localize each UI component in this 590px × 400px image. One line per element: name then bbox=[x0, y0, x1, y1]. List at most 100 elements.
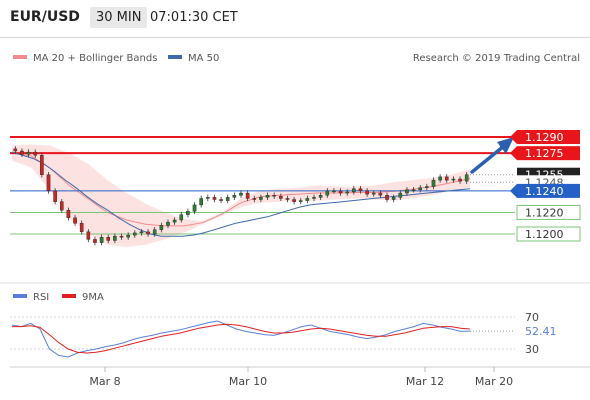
level-label-box bbox=[517, 183, 580, 198]
ma50-legend-label: MA 50 bbox=[188, 53, 219, 64]
timestamp: 07:01:30 CET bbox=[150, 10, 238, 25]
candle-body bbox=[119, 235, 124, 238]
x-tick-label: Mar 12 bbox=[406, 375, 444, 388]
candle-body bbox=[212, 197, 217, 200]
ma9-legend-label: 9MA bbox=[82, 292, 104, 303]
level-label-box bbox=[516, 204, 581, 220]
watermark: Research © 2019 Trading Central bbox=[413, 53, 580, 64]
arrow-head bbox=[497, 137, 514, 154]
candle-body bbox=[20, 150, 24, 155]
level-label-pointer bbox=[510, 146, 517, 161]
candle-body bbox=[298, 200, 303, 202]
candle-body bbox=[391, 197, 396, 200]
level-label-1.1240: 1.1240 bbox=[510, 183, 580, 198]
candle-body bbox=[13, 148, 18, 152]
rsi-tick-70: 70 bbox=[525, 311, 539, 324]
candle-body bbox=[425, 186, 429, 188]
candle-body bbox=[418, 187, 423, 191]
rsi-current-label: 52.41 bbox=[525, 325, 557, 338]
candle-body bbox=[438, 176, 442, 181]
level-label-text: 1.1220 bbox=[525, 206, 564, 219]
bollinger-band bbox=[11, 144, 471, 247]
candle-body bbox=[40, 155, 44, 175]
candle-body bbox=[139, 231, 144, 234]
header-divider bbox=[0, 37, 590, 38]
rsi-tick-30: 30 bbox=[525, 343, 539, 356]
candle-body bbox=[53, 190, 57, 202]
level-label-text: 1.1275 bbox=[525, 147, 564, 160]
level-label-box bbox=[517, 130, 580, 144]
candle-body bbox=[272, 194, 276, 197]
candle-body bbox=[245, 192, 250, 199]
level-label-1.1220: 1.1220 bbox=[516, 204, 581, 220]
candle-body bbox=[126, 234, 130, 238]
candle-body bbox=[378, 192, 383, 196]
candle-body bbox=[152, 229, 157, 235]
candle-body bbox=[86, 231, 91, 240]
chart-header: EUR/USD 30 MIN 07:01:30 CET bbox=[0, 0, 590, 36]
candle-body bbox=[332, 190, 336, 193]
rsi-legend-swatch bbox=[13, 294, 27, 298]
timeframe-button[interactable]: 30 MIN bbox=[90, 7, 148, 28]
rsi-legend-label: RSI bbox=[33, 292, 49, 303]
candle-body bbox=[166, 221, 170, 226]
candle-body bbox=[179, 214, 184, 221]
x-tick-label: Mar 20 bbox=[475, 375, 513, 388]
x-tick-label: Mar 8 bbox=[89, 375, 120, 388]
candle-body bbox=[279, 196, 283, 199]
forecast-arrow bbox=[470, 137, 514, 174]
bb-legend-label: MA 20 + Bollinger Bands bbox=[33, 53, 157, 64]
candle-body bbox=[451, 178, 456, 181]
candle-body bbox=[458, 178, 462, 182]
candle-body bbox=[385, 194, 389, 200]
candle-body bbox=[358, 188, 363, 192]
candle-body bbox=[93, 239, 97, 243]
level-label-pointer bbox=[510, 183, 517, 198]
candle-body bbox=[398, 192, 403, 198]
candle-body bbox=[186, 211, 190, 215]
level-label-text: 1.1240 bbox=[525, 185, 564, 198]
candle-body bbox=[225, 197, 230, 201]
ma9-legend-swatch bbox=[62, 294, 76, 298]
rsi-series-RSI bbox=[11, 320, 471, 358]
candle-body bbox=[33, 151, 38, 156]
candle-body bbox=[73, 217, 77, 224]
candle-body bbox=[405, 189, 409, 194]
candle-body bbox=[113, 235, 117, 241]
candles bbox=[13, 146, 469, 246]
candle-body bbox=[159, 225, 164, 230]
candle-body bbox=[66, 210, 71, 219]
level-label-box bbox=[517, 146, 580, 161]
candle-body bbox=[365, 190, 369, 195]
candle-body bbox=[259, 197, 263, 200]
candle-body bbox=[371, 192, 376, 195]
candle-body bbox=[26, 151, 31, 155]
candle-body bbox=[338, 190, 343, 194]
candle-body bbox=[199, 198, 203, 206]
candle-body bbox=[265, 194, 270, 198]
level-label-1.1200: 1.1200 bbox=[516, 226, 581, 242]
level-lines bbox=[10, 136, 515, 235]
x-tick-label: Mar 10 bbox=[229, 375, 267, 388]
x-axis-ticks: Mar 8 Mar 10 Mar 12 Mar 20 bbox=[89, 367, 513, 388]
level-label-1.1275: 1.1275 bbox=[510, 146, 580, 161]
candle-body bbox=[132, 232, 137, 236]
level-label-text: 1.1200 bbox=[525, 228, 564, 241]
candle-body bbox=[172, 219, 177, 223]
candle-body bbox=[46, 174, 51, 192]
price-legend: MA 20 + Bollinger Bands MA 50 Research ©… bbox=[13, 53, 580, 64]
ma20-line bbox=[11, 152, 471, 227]
candle-body bbox=[146, 231, 150, 235]
candle-body bbox=[285, 198, 290, 200]
candle-body bbox=[464, 174, 469, 182]
bb-legend-swatch bbox=[13, 55, 27, 59]
candle-body bbox=[219, 199, 223, 201]
candle-body bbox=[318, 194, 323, 198]
level-label-box bbox=[516, 226, 581, 242]
candle-body bbox=[232, 194, 237, 198]
candle-body bbox=[444, 176, 449, 181]
candle-body bbox=[325, 190, 330, 196]
candle-body bbox=[192, 204, 197, 212]
candle-body bbox=[106, 237, 111, 241]
